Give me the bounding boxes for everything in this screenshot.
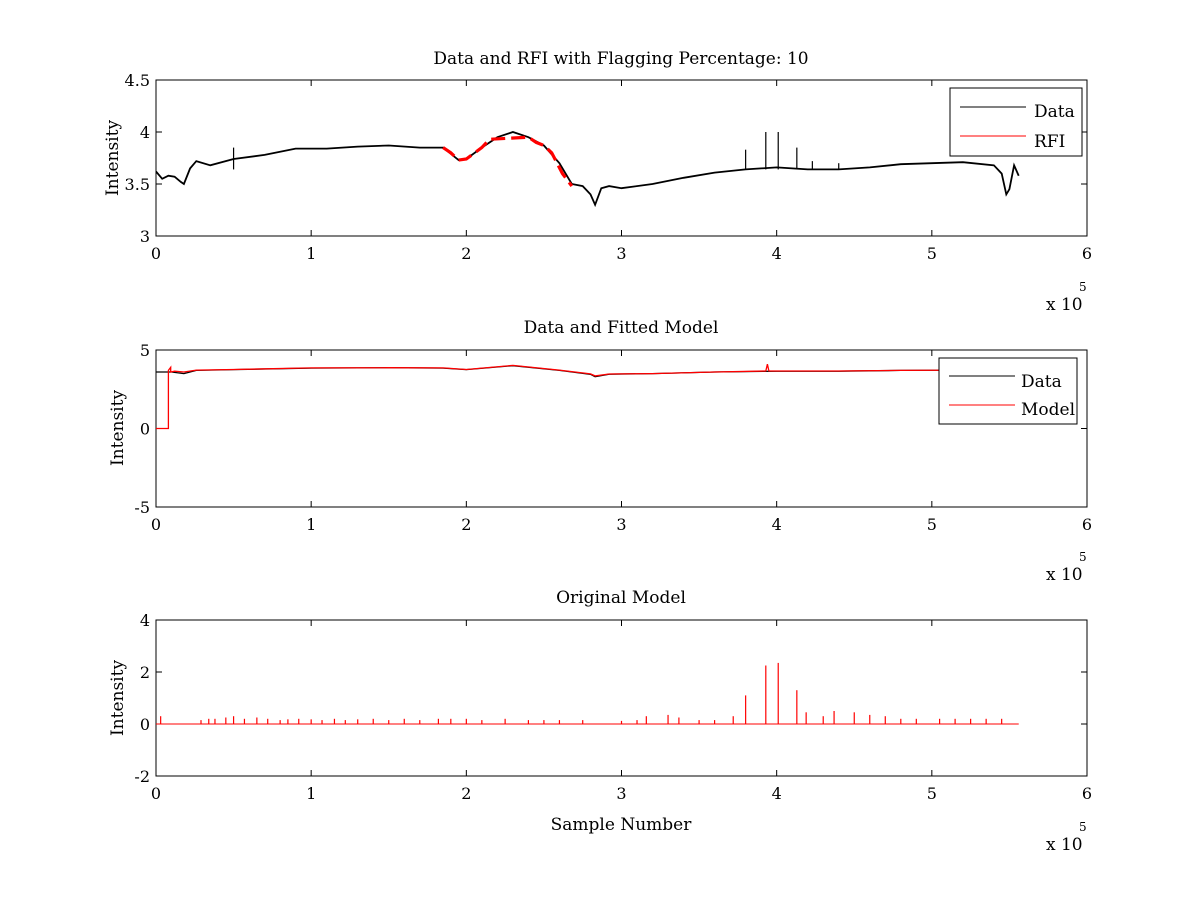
panel-2-y-axis-label: Intensity (108, 390, 128, 466)
y-tick-label: 0 (140, 715, 150, 734)
model-series-line (156, 363, 1019, 430)
x-tick-label: 0 (151, 784, 161, 803)
x-tick-label: 2 (461, 244, 471, 263)
rfi-series-line (442, 135, 574, 188)
panel-3-x-axis-label: Sample Number (551, 815, 693, 835)
x-tick-label: 4 (772, 244, 782, 263)
y-tick-label: 3.5 (125, 175, 150, 194)
x-axis-multiplier-exponent: 5 (1079, 820, 1087, 834)
legend-rfi-label: RFI (1034, 132, 1065, 152)
y-tick-label: 4.5 (125, 71, 150, 90)
x-axis-multiplier: x 10 (1046, 565, 1083, 585)
x-tick-label: 1 (306, 515, 316, 534)
x-tick-label: 5 (927, 515, 937, 534)
y-tick-label: 0 (140, 420, 150, 439)
y-tick-label: 2 (140, 663, 150, 682)
x-tick-label: 0 (151, 515, 161, 534)
x-axis-multiplier: x 10 (1046, 835, 1083, 855)
panel-1-y-axis-label: Intensity (103, 120, 123, 196)
panel-1-legend: Data RFI (949, 87, 1083, 157)
x-tick-label: 5 (927, 244, 937, 263)
x-axis-multiplier-exponent: 5 (1079, 280, 1087, 294)
data-series-line (156, 131, 1020, 208)
x-tick-label: 3 (616, 244, 626, 263)
y-tick-label: 4 (140, 123, 150, 142)
x-tick-label: 2 (461, 784, 471, 803)
y-tick-label: 5 (140, 341, 150, 360)
legend-model-label: Model (1021, 400, 1075, 420)
y-tick-label: 4 (140, 611, 150, 630)
x-axis-multiplier-exponent: 5 (1079, 550, 1087, 564)
x-tick-label: 6 (1082, 784, 1092, 803)
panel-3-title: Original Model (556, 588, 686, 608)
x-tick-label: 4 (772, 515, 782, 534)
y-tick-label: 3 (140, 227, 150, 246)
x-tick-label: 3 (616, 784, 626, 803)
x-tick-label: 6 (1082, 244, 1092, 263)
y-tick-label: -5 (134, 498, 150, 517)
panel-data-model: Data and Fitted Model Intensity 0 1 2 3 4 5 6 -… (108, 318, 1092, 585)
panel-2-title: Data and Fitted Model (524, 318, 719, 338)
x-tick-label: 5 (927, 784, 937, 803)
x-tick-label: 0 (151, 244, 161, 263)
panel-3-y-axis-label: Intensity (108, 660, 128, 736)
legend-data-label: Data (1021, 372, 1062, 392)
y-tick-label: -2 (134, 767, 150, 786)
x-axis-multiplier: x 10 (1046, 295, 1083, 315)
x-tick-label: 3 (616, 515, 626, 534)
x-tick-label: 1 (306, 784, 316, 803)
x-tick-label: 2 (461, 515, 471, 534)
panel-original-model: Original Model Intensity Sample Number 0… (108, 588, 1092, 855)
panel-data-rfi: Data and RFI with Flagging Percentage: 1… (103, 49, 1092, 315)
legend-data-label: Data (1034, 102, 1075, 122)
legend-box (938, 357, 1078, 425)
panel-1-title: Data and RFI with Flagging Percentage: 1… (433, 49, 808, 69)
x-tick-label: 1 (306, 244, 316, 263)
panel-2-legend: Data Model (938, 357, 1078, 425)
legend-box (949, 87, 1083, 157)
x-tick-label: 6 (1082, 515, 1092, 534)
x-tick-label: 4 (772, 784, 782, 803)
